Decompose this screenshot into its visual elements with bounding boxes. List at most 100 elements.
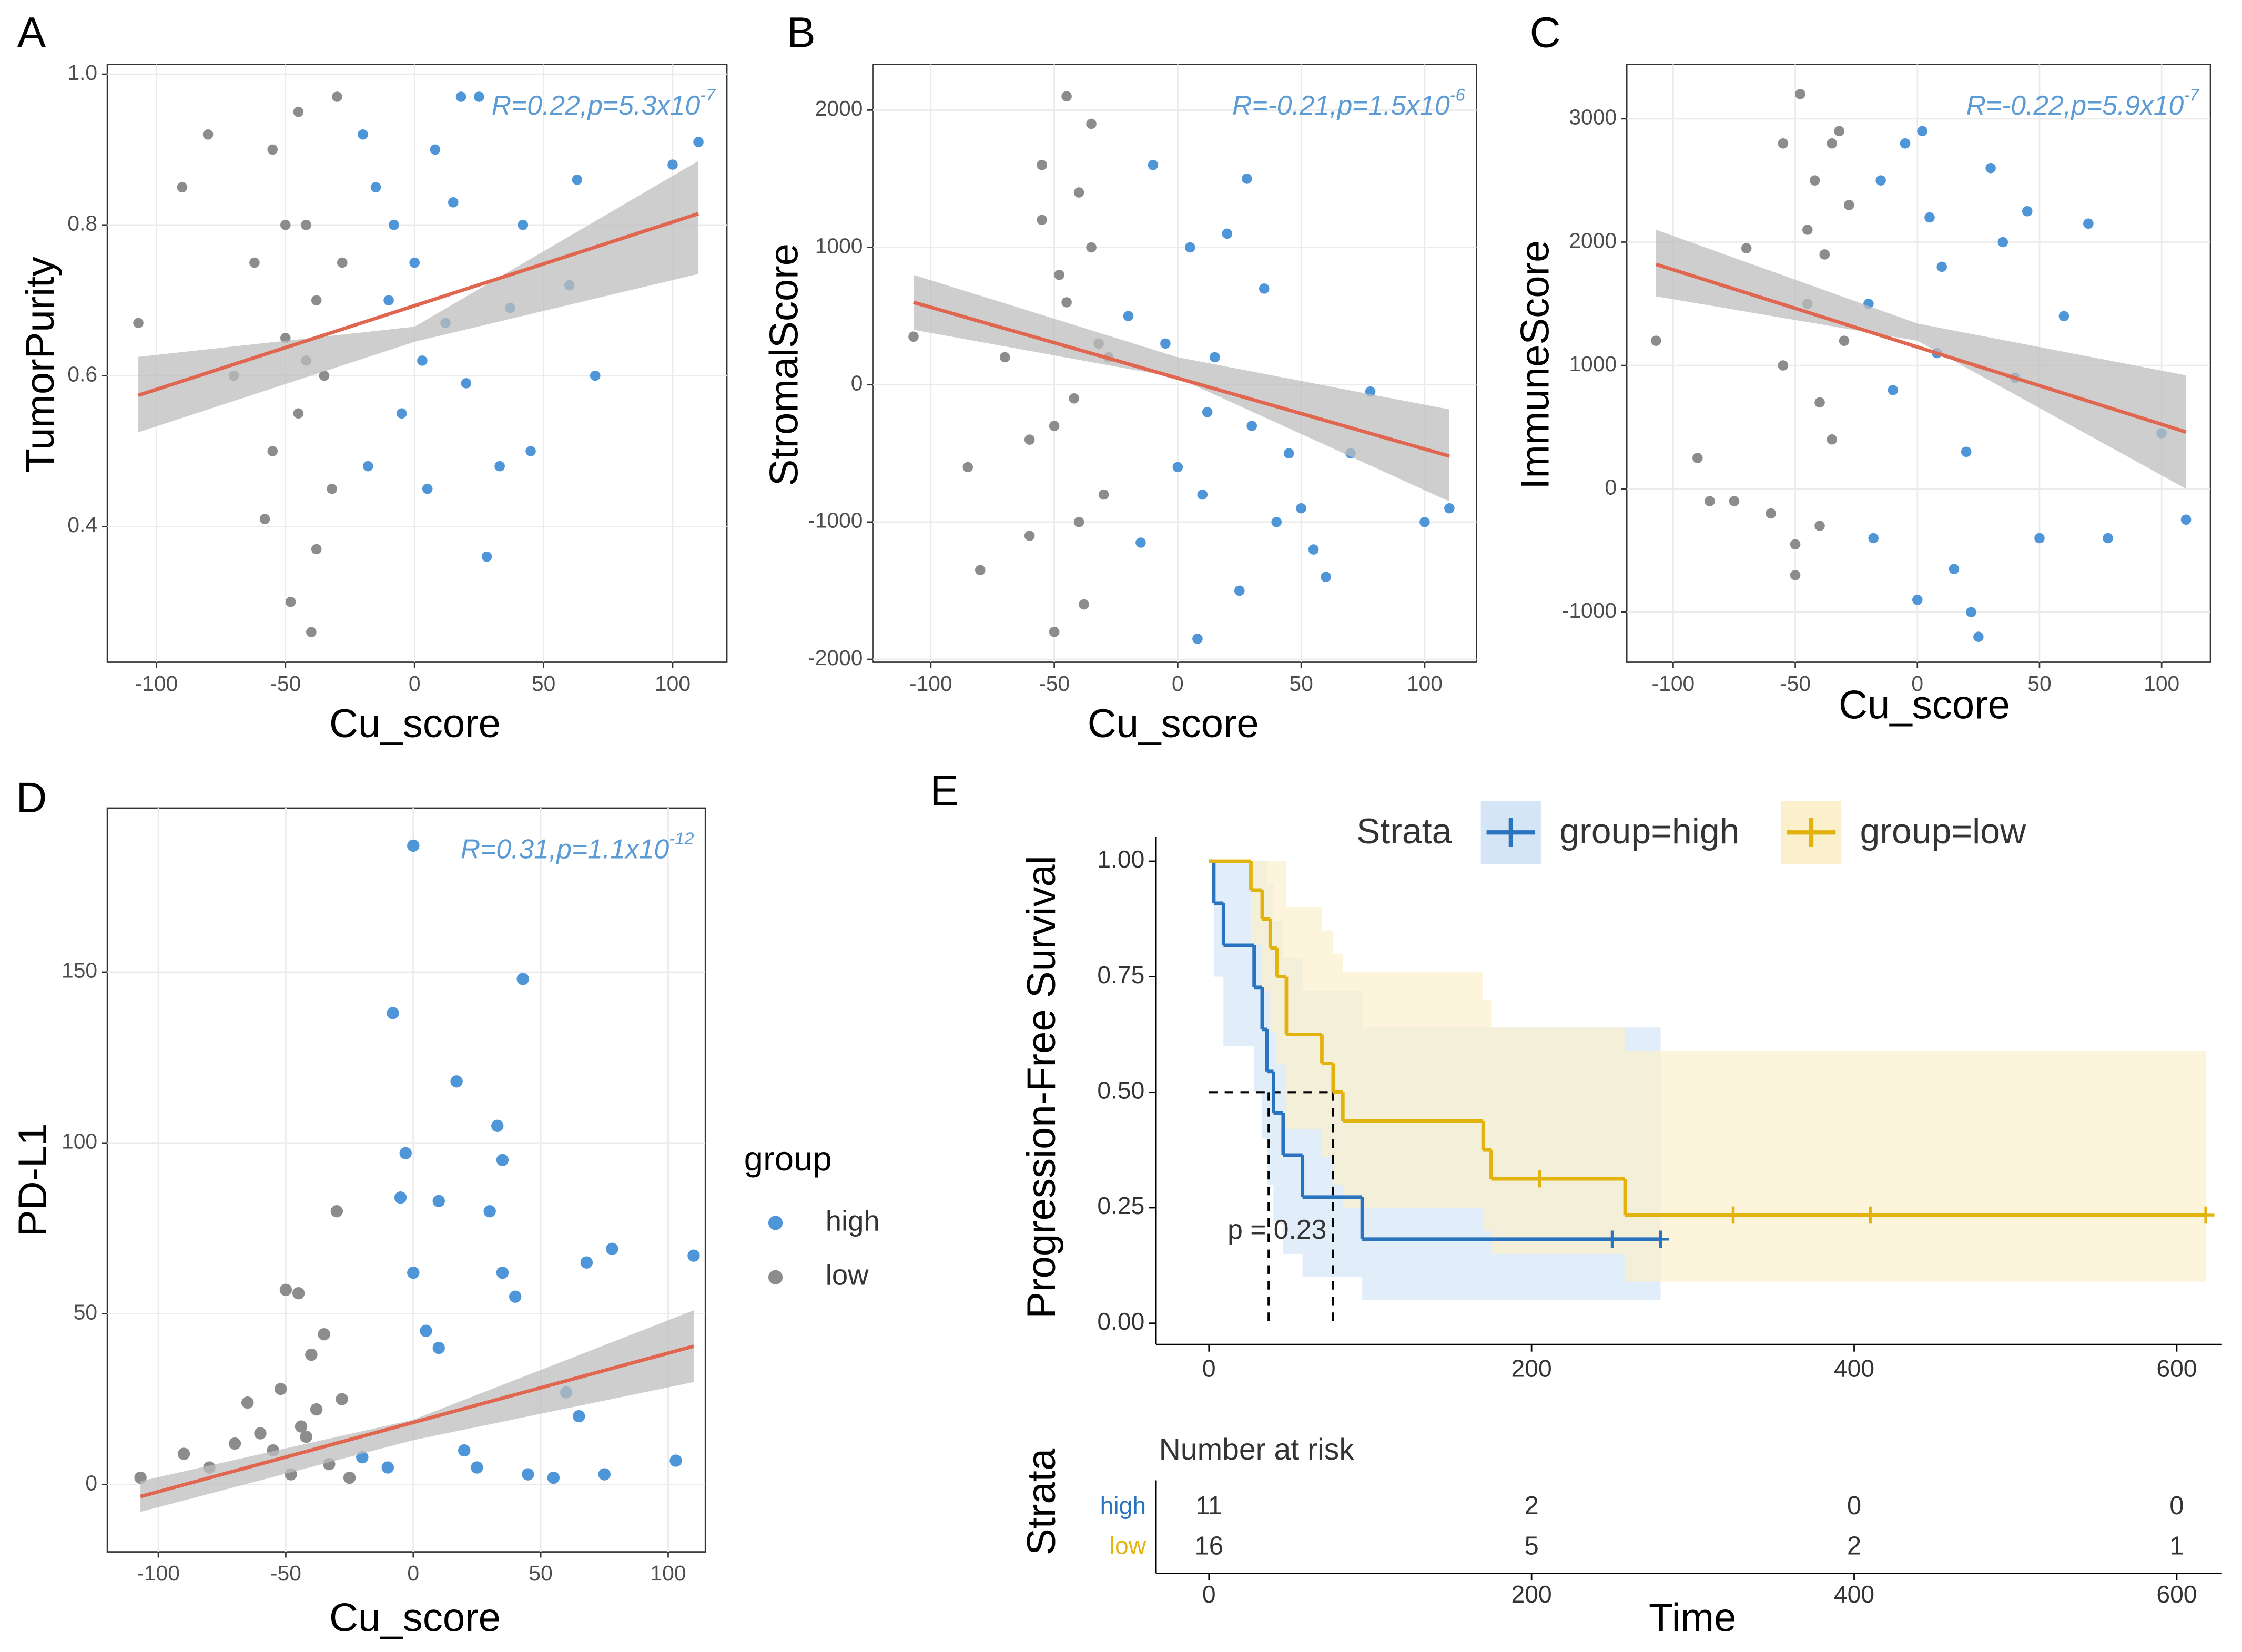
point [389, 220, 399, 230]
point [481, 551, 492, 562]
point [1185, 242, 1195, 253]
confidence-band [1625, 1051, 2206, 1282]
x-tick-label: 0 [1172, 671, 1184, 696]
legend-label: group=low [1860, 811, 2027, 851]
point [279, 1283, 292, 1296]
point [318, 1328, 330, 1341]
y-tick-label: 3000 [1569, 105, 1617, 129]
point [133, 318, 144, 329]
point [1949, 564, 1960, 574]
point [417, 355, 428, 366]
point [448, 197, 459, 208]
point [1192, 634, 1203, 644]
point [1049, 627, 1060, 637]
x-tick-label: 0 [409, 671, 421, 696]
point [1037, 160, 1047, 170]
point [1692, 453, 1703, 463]
fit-line [140, 1344, 694, 1498]
annotation-text: R=-0.21,p=1.5x10 [1232, 90, 1450, 120]
risk-count: 5 [1525, 1532, 1539, 1560]
y-axis-title: TumorPurity [18, 257, 63, 473]
point [1936, 261, 1947, 272]
x-axis-title: Cu_score [1839, 683, 2010, 728]
point [387, 1007, 399, 1019]
y-tick-label: 150 [62, 958, 97, 983]
x-tick-label: 0 [1202, 1354, 1216, 1382]
point [1079, 599, 1089, 610]
point [516, 973, 529, 985]
point [455, 91, 466, 102]
point [292, 1287, 305, 1300]
y-tick-label: 1000 [1569, 352, 1617, 376]
annotation-exponent: -7 [2184, 85, 2200, 104]
confidence-band [1213, 861, 1224, 977]
x-tick-label: 400 [1834, 1580, 1874, 1608]
point [383, 295, 394, 306]
point [1912, 595, 1923, 605]
x-tick-label: 400 [1834, 1354, 1874, 1382]
point [474, 91, 484, 102]
point [1961, 446, 1972, 457]
point [1073, 187, 1084, 198]
point [590, 370, 601, 381]
point [572, 175, 583, 185]
point [1814, 521, 1825, 531]
point [1308, 544, 1319, 555]
x-tick-label: 100 [655, 671, 691, 696]
point [491, 1119, 504, 1132]
point [280, 220, 291, 230]
x-axis-title: Cu_score [329, 1595, 501, 1640]
point [1086, 242, 1097, 253]
point [363, 461, 373, 472]
point [1242, 174, 1252, 184]
x-tick-label: 0 [1202, 1580, 1216, 1608]
point [1148, 160, 1159, 170]
point [1827, 434, 1838, 445]
point [285, 597, 296, 607]
point [1271, 517, 1282, 527]
point [494, 461, 505, 472]
point [1210, 352, 1220, 363]
annotation-text: R=-0.22,p=5.9x10 [1966, 90, 2184, 120]
x-tick-label: -50 [1780, 671, 1811, 696]
point [547, 1471, 560, 1484]
point [1135, 537, 1146, 548]
y-tick-label: 2000 [1569, 228, 1617, 252]
y-tick-label: 50 [74, 1300, 97, 1324]
point [177, 182, 188, 192]
point [1024, 531, 1035, 541]
point [241, 1396, 254, 1409]
point [962, 462, 973, 473]
risk-count: 11 [1195, 1492, 1222, 1520]
confidence-band [1656, 230, 2186, 489]
point [1834, 126, 1844, 137]
point [471, 1461, 483, 1474]
panel-label: D [16, 774, 47, 822]
confidence-band [1223, 861, 1254, 1046]
fit-line [137, 212, 699, 397]
point [370, 182, 381, 192]
point [358, 129, 368, 140]
point [399, 1147, 412, 1159]
point [1444, 503, 1455, 514]
point [319, 370, 330, 381]
point [1705, 496, 1715, 506]
point [1819, 249, 1830, 260]
risk-count: 0 [2169, 1492, 2184, 1520]
point [1246, 421, 1257, 431]
y-axis-title: Strata [1019, 1448, 1064, 1555]
confidence-band [1483, 1000, 1492, 1231]
point [1729, 496, 1740, 506]
confidence-band [1322, 930, 1333, 1157]
point [2180, 514, 2192, 525]
y-tick-label: 0.25 [1097, 1192, 1144, 1219]
point [327, 483, 337, 494]
point [1234, 585, 1245, 596]
point [337, 257, 348, 268]
y-axis-title: PD-L1 [11, 1123, 55, 1237]
point [407, 839, 420, 852]
fit-line [913, 300, 1450, 458]
panel-label: E [930, 767, 958, 814]
point [667, 159, 678, 170]
censor-mark [1531, 1170, 1548, 1188]
